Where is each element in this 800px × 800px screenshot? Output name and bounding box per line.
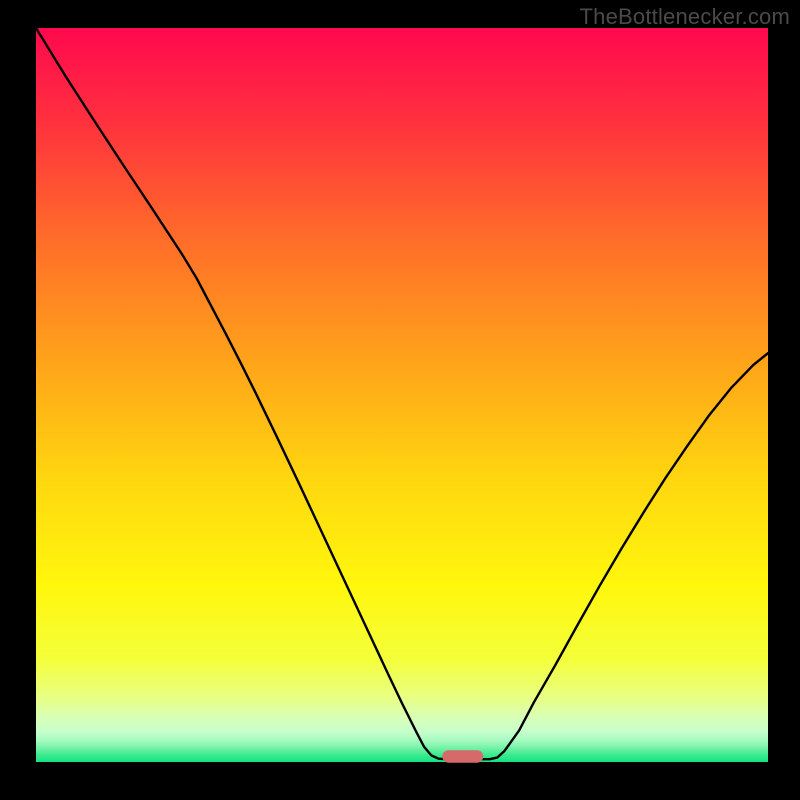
gradient-plot-area (36, 28, 768, 762)
trough-marker (442, 750, 483, 762)
bottleneck-curve-chart (0, 0, 800, 800)
chart-container: TheBottlenecker.com (0, 0, 800, 800)
watermark-text: TheBottlenecker.com (580, 4, 790, 30)
